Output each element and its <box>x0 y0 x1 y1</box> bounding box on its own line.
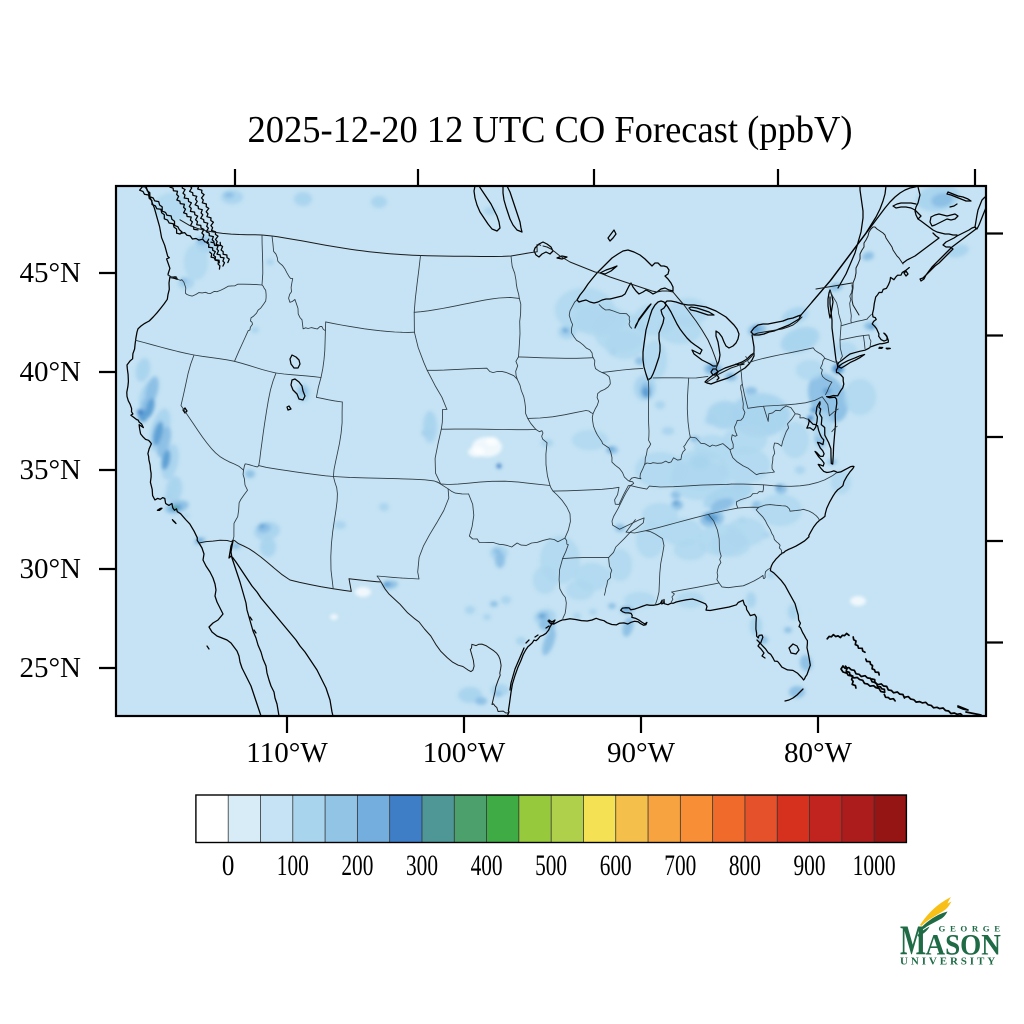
svg-text:35°N: 35°N <box>19 454 81 486</box>
svg-text:M: M <box>900 917 926 964</box>
svg-text:25°N: 25°N <box>19 652 81 684</box>
svg-text:100: 100 <box>277 850 309 882</box>
svg-text:90°W: 90°W <box>607 737 676 769</box>
svg-text:400: 400 <box>471 850 503 882</box>
svg-text:ASON: ASON <box>926 930 1002 962</box>
svg-text:200: 200 <box>341 850 373 882</box>
svg-text:300: 300 <box>406 850 438 882</box>
svg-text:900: 900 <box>794 850 826 882</box>
svg-text:100°W: 100°W <box>423 737 506 769</box>
svg-text:UNIVERSITY: UNIVERSITY <box>900 956 998 968</box>
svg-text:45°N: 45°N <box>19 257 81 289</box>
svg-text:700: 700 <box>664 850 696 882</box>
svg-text:1000: 1000 <box>853 850 896 882</box>
svg-text:110°W: 110°W <box>246 737 328 769</box>
svg-text:2025-12-20 12 UTC CO Forecast: 2025-12-20 12 UTC CO Forecast (ppbV) <box>248 109 853 151</box>
svg-text:GEORGE: GEORGE <box>939 924 1005 934</box>
svg-text:600: 600 <box>600 850 632 882</box>
svg-text:40°N: 40°N <box>19 356 81 388</box>
svg-text:800: 800 <box>729 850 761 882</box>
svg-text:0: 0 <box>222 850 235 882</box>
svg-text:80°W: 80°W <box>784 737 853 769</box>
svg-text:30°N: 30°N <box>19 553 81 585</box>
svg-text:500: 500 <box>535 850 567 882</box>
